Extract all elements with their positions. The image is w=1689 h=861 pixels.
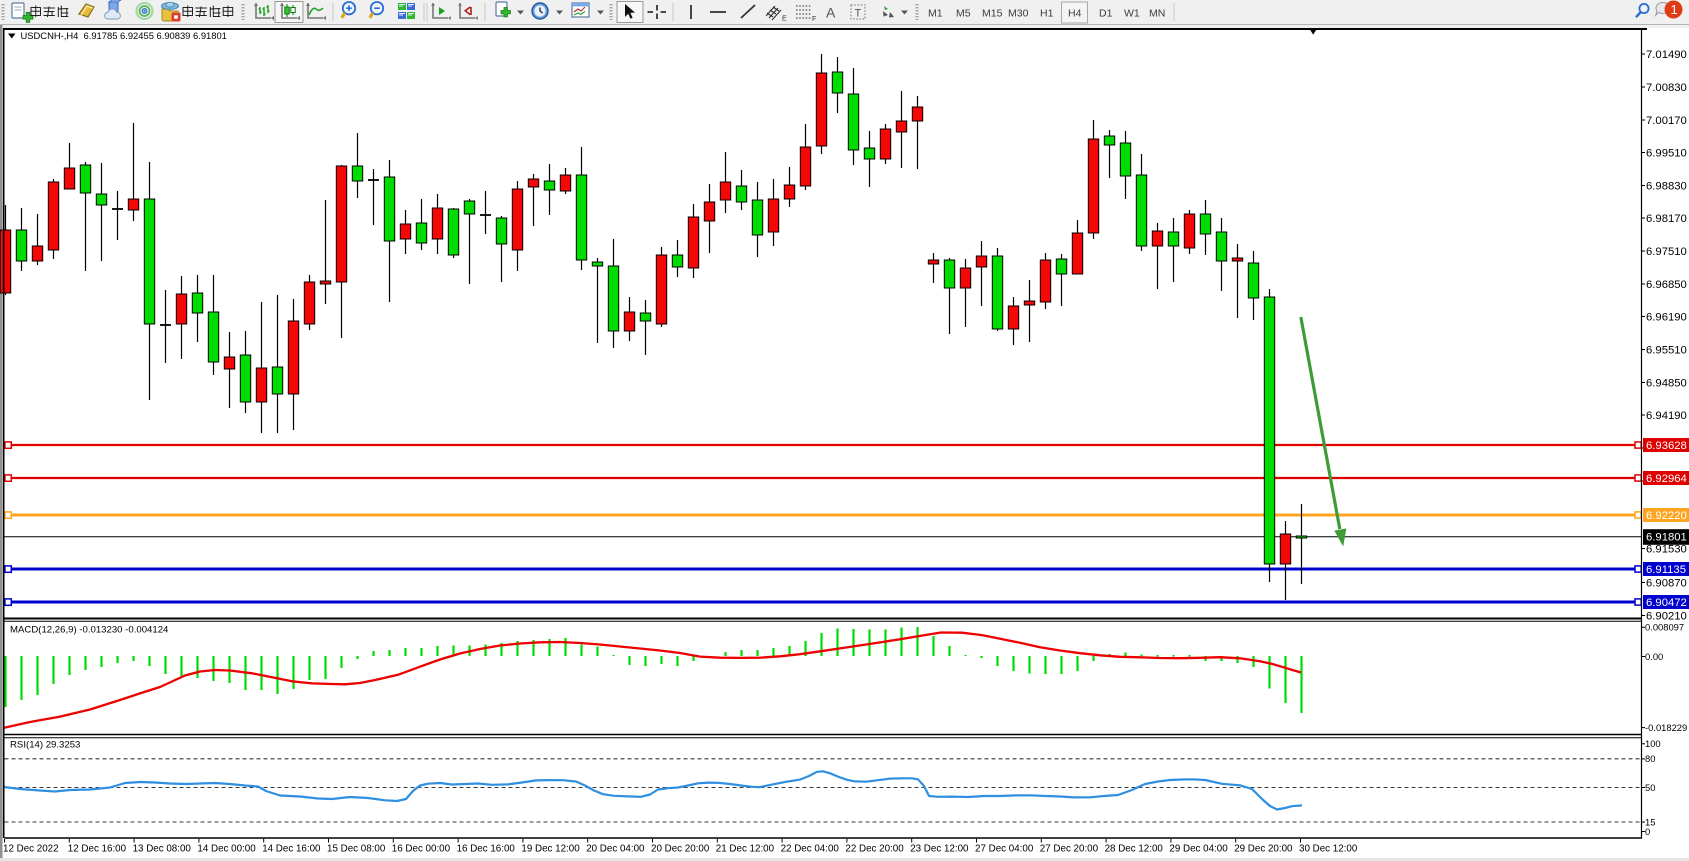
svg-text:16 Dec 16:00: 16 Dec 16:00 (457, 844, 516, 855)
svg-text:6.98170: 6.98170 (1646, 213, 1687, 225)
svg-text:22 Dec 20:00: 22 Dec 20:00 (845, 844, 904, 855)
svg-text:6.94190: 6.94190 (1646, 410, 1687, 422)
svg-text:1: 1 (1671, 2, 1678, 17)
svg-text:6.90870: 6.90870 (1646, 577, 1687, 589)
svg-text:T: T (855, 8, 862, 20)
svg-text:27 Dec 04:00: 27 Dec 04:00 (975, 844, 1034, 855)
svg-text:80: 80 (1645, 753, 1655, 764)
svg-text:100: 100 (1645, 738, 1661, 749)
svg-text:M1: M1 (928, 8, 943, 20)
svg-text:6.99510: 6.99510 (1646, 147, 1687, 159)
svg-text:D1: D1 (1099, 8, 1113, 20)
svg-text:M30: M30 (1008, 8, 1029, 20)
svg-text:12 Dec 16:00: 12 Dec 16:00 (68, 844, 127, 855)
svg-text:12 Dec 2022: 12 Dec 2022 (3, 844, 59, 855)
svg-text:MACD(12,26,9) -0.013230 -0.004: MACD(12,26,9) -0.013230 -0.004124 (10, 624, 169, 635)
svg-text:0: 0 (1645, 826, 1650, 837)
svg-text:7.01490: 7.01490 (1646, 49, 1687, 61)
svg-text:19 Dec 12:00: 19 Dec 12:00 (521, 844, 580, 855)
svg-text:7.00170: 7.00170 (1646, 115, 1687, 127)
svg-text:7.00830: 7.00830 (1646, 82, 1687, 94)
svg-text:-0.018229: -0.018229 (1645, 722, 1687, 733)
svg-text:RSI(14) 29.3253: RSI(14) 29.3253 (10, 739, 80, 750)
svg-text:15: 15 (1645, 816, 1655, 827)
svg-text:13 Dec 08:00: 13 Dec 08:00 (133, 844, 192, 855)
svg-text:14 Dec 00:00: 14 Dec 00:00 (197, 844, 256, 855)
svg-text:0.008097: 0.008097 (1645, 622, 1684, 633)
svg-text:E: E (782, 16, 787, 23)
svg-text:MN: MN (1149, 8, 1165, 20)
svg-text:F: F (812, 16, 816, 23)
svg-text:21 Dec 12:00: 21 Dec 12:00 (716, 844, 775, 855)
svg-text:W1: W1 (1124, 8, 1140, 20)
svg-text:15 Dec 08:00: 15 Dec 08:00 (327, 844, 386, 855)
svg-text:50: 50 (1645, 782, 1655, 793)
svg-text:6.91135: 6.91135 (1646, 564, 1686, 576)
svg-text:6.91530: 6.91530 (1646, 543, 1687, 555)
svg-text:6.92220: 6.92220 (1646, 510, 1687, 522)
svg-text:H1: H1 (1040, 8, 1054, 20)
svg-text:29 Dec 04:00: 29 Dec 04:00 (1169, 844, 1228, 855)
svg-text:20 Dec 04:00: 20 Dec 04:00 (586, 844, 645, 855)
svg-text:M15: M15 (982, 8, 1003, 20)
svg-text:6.92964: 6.92964 (1646, 473, 1687, 485)
svg-text:6.90472: 6.90472 (1646, 597, 1687, 609)
svg-text:27 Dec 20:00: 27 Dec 20:00 (1040, 844, 1099, 855)
svg-text:28 Dec 12:00: 28 Dec 12:00 (1105, 844, 1164, 855)
svg-text:20 Dec 20:00: 20 Dec 20:00 (651, 844, 710, 855)
svg-text:23 Dec 12:00: 23 Dec 12:00 (910, 844, 969, 855)
svg-text:22 Dec 04:00: 22 Dec 04:00 (781, 844, 840, 855)
svg-text:USDCNH-,H4 6.91785 6.92455 6.: USDCNH-,H4 6.91785 6.92455 6.90839 6.918… (21, 30, 227, 41)
svg-text:6.94850: 6.94850 (1646, 377, 1687, 389)
svg-text:6.95510: 6.95510 (1646, 344, 1687, 356)
svg-text:M5: M5 (956, 8, 971, 20)
svg-text:30 Dec 12:00: 30 Dec 12:00 (1299, 844, 1358, 855)
svg-text:29 Dec 20:00: 29 Dec 20:00 (1234, 844, 1293, 855)
svg-text:16 Dec 00:00: 16 Dec 00:00 (392, 844, 451, 855)
svg-text:6.90210: 6.90210 (1646, 610, 1687, 622)
svg-text:6.97510: 6.97510 (1646, 246, 1687, 258)
svg-text:6.96190: 6.96190 (1646, 311, 1687, 323)
svg-text:6.96850: 6.96850 (1646, 279, 1687, 291)
svg-text:14 Dec 16:00: 14 Dec 16:00 (262, 844, 321, 855)
svg-text:A: A (826, 5, 836, 21)
svg-text:6.91801: 6.91801 (1646, 532, 1687, 544)
svg-text:H4: H4 (1068, 8, 1082, 20)
svg-text:0.00: 0.00 (1645, 651, 1663, 662)
svg-text:6.93628: 6.93628 (1646, 440, 1687, 452)
svg-text:6.98830: 6.98830 (1646, 180, 1687, 192)
